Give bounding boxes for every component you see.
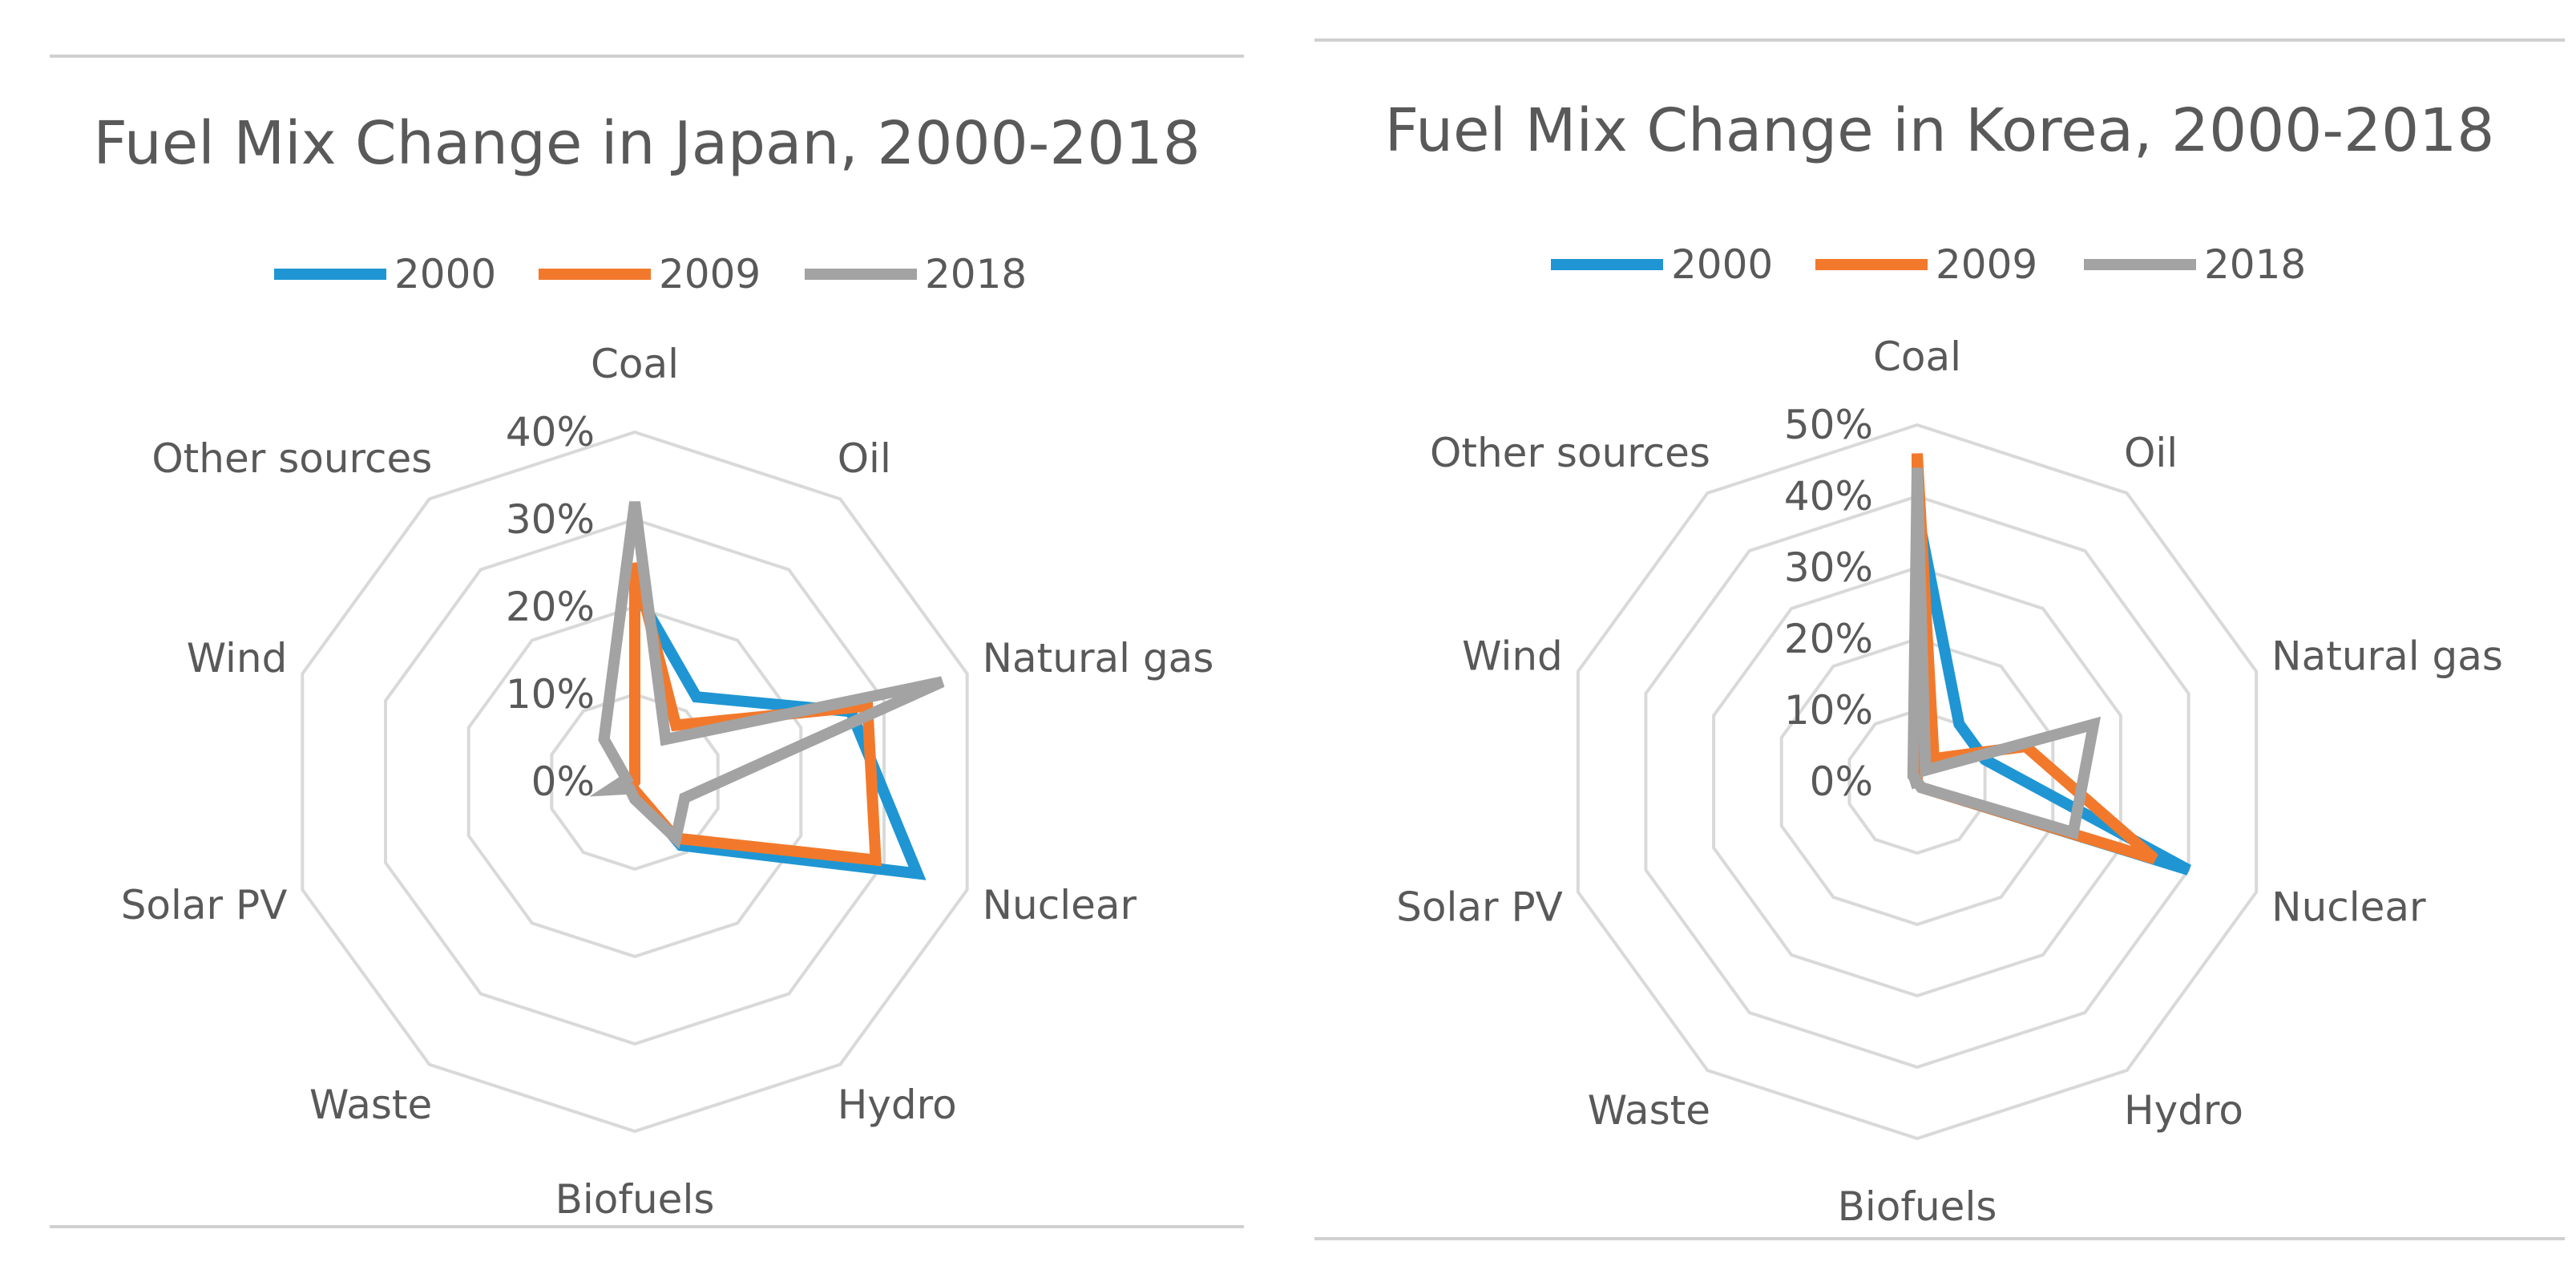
radial-tick-label: 40% [1784,473,1873,520]
category-label-nuclear: Nuclear [983,882,1137,928]
legend-label-2000: 2000 [1671,241,1773,288]
category-label-oil: Oil [2124,430,2178,476]
chart-title: Fuel Mix Change in Korea, 2000-2018 [1385,96,2495,165]
grid-ring-3 [1712,565,2122,998]
radial-tick-label: 50% [1784,402,1873,448]
category-label-hydro: Hydro [838,1082,957,1128]
category-label-coal: Coal [1873,334,1961,380]
category-label-natural-gas: Natural gas [983,635,1214,681]
grid-ring-2 [466,605,803,959]
series-line-2018 [1907,467,2102,840]
category-label-solar-pv: Solar PV [1396,884,1563,931]
category-label-other-sources: Other sources [1430,430,1710,476]
category-label-solar-pv: Solar PV [121,882,288,928]
radial-tick-label: 40% [506,409,595,455]
legend-label-2009: 2009 [659,251,761,297]
chart-2: Fuel Mix Change in Korea, 2000-2018 2000 2… [1314,38,2565,1240]
radial-tick-label: 0% [531,758,595,805]
legend-label-2009: 2009 [1936,241,2037,288]
category-label-wind: Wind [187,635,288,681]
category-label-nuclear: Nuclear [2271,884,2426,931]
radial-tick-label: 20% [1784,616,1873,662]
category-label-biofuels: Biofuels [1838,1183,1997,1230]
category-label-waste: Waste [309,1082,432,1128]
radial-tick-label: 10% [1784,687,1873,734]
category-label-other-sources: Other sources [151,435,432,482]
category-label-coal: Coal [591,341,679,387]
category-label-hydro: Hydro [2124,1087,2243,1134]
chart-title: Fuel Mix Change in Japan, 2000-2018 [93,109,1200,178]
category-label-wind: Wind [1462,633,1563,679]
category-label-waste: Waste [1588,1087,1710,1134]
category-label-oil: Oil [838,435,891,482]
radial-tick-label: 20% [506,584,595,630]
grid-ring-4 [1644,494,2190,1070]
radial-tick-label: 30% [506,496,595,543]
grid-ring-5 [1576,423,2259,1141]
chart-1: Fuel Mix Change in Japan, 2000-2018 2000 2… [50,55,1244,1228]
grid-ring-1 [550,692,720,872]
grid-ring-4 [301,430,969,1134]
series-line-2018 [589,501,945,850]
legend-label-2000: 2000 [394,251,496,297]
category-label-natural-gas: Natural gas [2271,633,2503,679]
radial-tick-label: 30% [1784,544,1873,591]
radial-tick-label: 10% [506,671,595,718]
legend-label-2018: 2018 [2204,241,2306,288]
radial-tick-label: 0% [1810,758,1873,805]
legend-label-2018: 2018 [925,251,1027,297]
category-label-biofuels: Biofuels [555,1176,715,1223]
grid-ring-3 [384,517,886,1046]
grid-ring-2 [1779,637,2055,927]
